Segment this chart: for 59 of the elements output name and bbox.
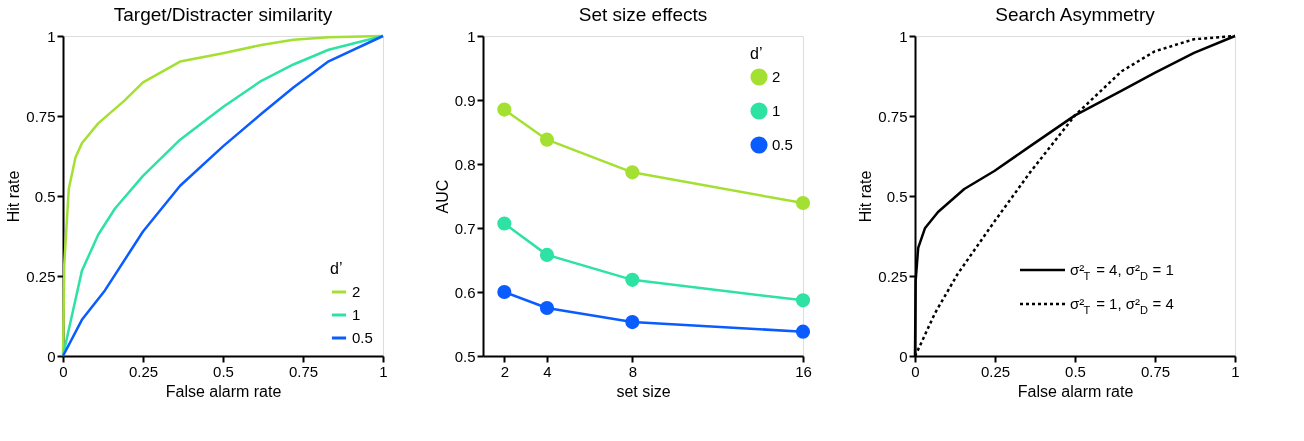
y-tick-label: 0.6 [454, 283, 476, 301]
chart-title: Set size effects [578, 4, 708, 25]
legend-title: d’ [750, 45, 763, 62]
point [539, 300, 555, 316]
y-tick-label: 0.5 [886, 187, 908, 205]
legend-label: 1 [352, 306, 361, 323]
x-tick-label: 0.75 [288, 362, 319, 380]
point [795, 324, 811, 339]
point [539, 132, 555, 147]
point [625, 165, 640, 180]
y-tick-label: 1 [899, 27, 908, 45]
x-tick-label: 2 [500, 362, 510, 380]
y-tick-label: 0.7 [454, 219, 476, 237]
y-tick-label: 0.9 [454, 91, 476, 109]
y-tick-label: 0 [899, 347, 908, 365]
y-tick-label: 0.5 [454, 347, 476, 365]
point [497, 284, 512, 300]
legend-label: 2 [772, 68, 781, 85]
y-tick-label: 0.8 [454, 155, 476, 173]
y-tick-label: 1 [467, 27, 476, 45]
point [625, 315, 640, 330]
x-tick-label: 0.5 [213, 362, 234, 380]
y-axis-title: Hit rate [857, 170, 875, 223]
legend-label: 0.5 [352, 329, 373, 346]
x-tick-label: 0.25 [980, 362, 1011, 380]
chart-title: Target/Distracter similarity [113, 4, 333, 25]
y-tick-label: 0.5 [34, 187, 56, 205]
x-tick-label: 0.75 [1140, 362, 1171, 380]
x-tick-label: 4 [543, 362, 552, 380]
x-tick-label: 0.25 [128, 362, 159, 380]
chart-title: Search Asymmetry [995, 4, 1156, 25]
x-tick-label: 8 [628, 362, 638, 380]
point [497, 216, 512, 231]
legend-label: 1 [772, 102, 781, 119]
point [795, 195, 811, 211]
point [795, 293, 811, 308]
y-axis-title: AUC [433, 179, 451, 214]
x-tick-label: 0 [59, 362, 68, 380]
x-tick-label: 0 [911, 362, 920, 380]
point [497, 102, 512, 117]
x-tick-label: 16 [795, 362, 812, 380]
x-tick-label: 1 [379, 362, 388, 380]
x-tick-label: 1 [1231, 362, 1240, 380]
x-axis-title: False alarm rate [1017, 382, 1134, 400]
legend-label: 2 [352, 283, 361, 300]
point [539, 247, 555, 262]
point [625, 272, 640, 287]
y-tick-label: 0.75 [26, 107, 56, 125]
x-tick-label: 0.5 [1065, 362, 1086, 380]
x-axis-title: False alarm rate [165, 382, 282, 400]
y-tick-label: 0.25 [26, 267, 56, 285]
y-tick-label: 0.75 [878, 107, 908, 125]
y-tick-label: 1 [47, 27, 56, 45]
legend-title: d’ [330, 260, 343, 277]
y-tick-label: 0 [47, 347, 56, 365]
legend-label: 0.5 [772, 136, 793, 153]
x-axis-title: set size [616, 382, 671, 400]
y-tick-label: 0.25 [878, 267, 908, 285]
y-axis-title: Hit rate [5, 170, 23, 223]
